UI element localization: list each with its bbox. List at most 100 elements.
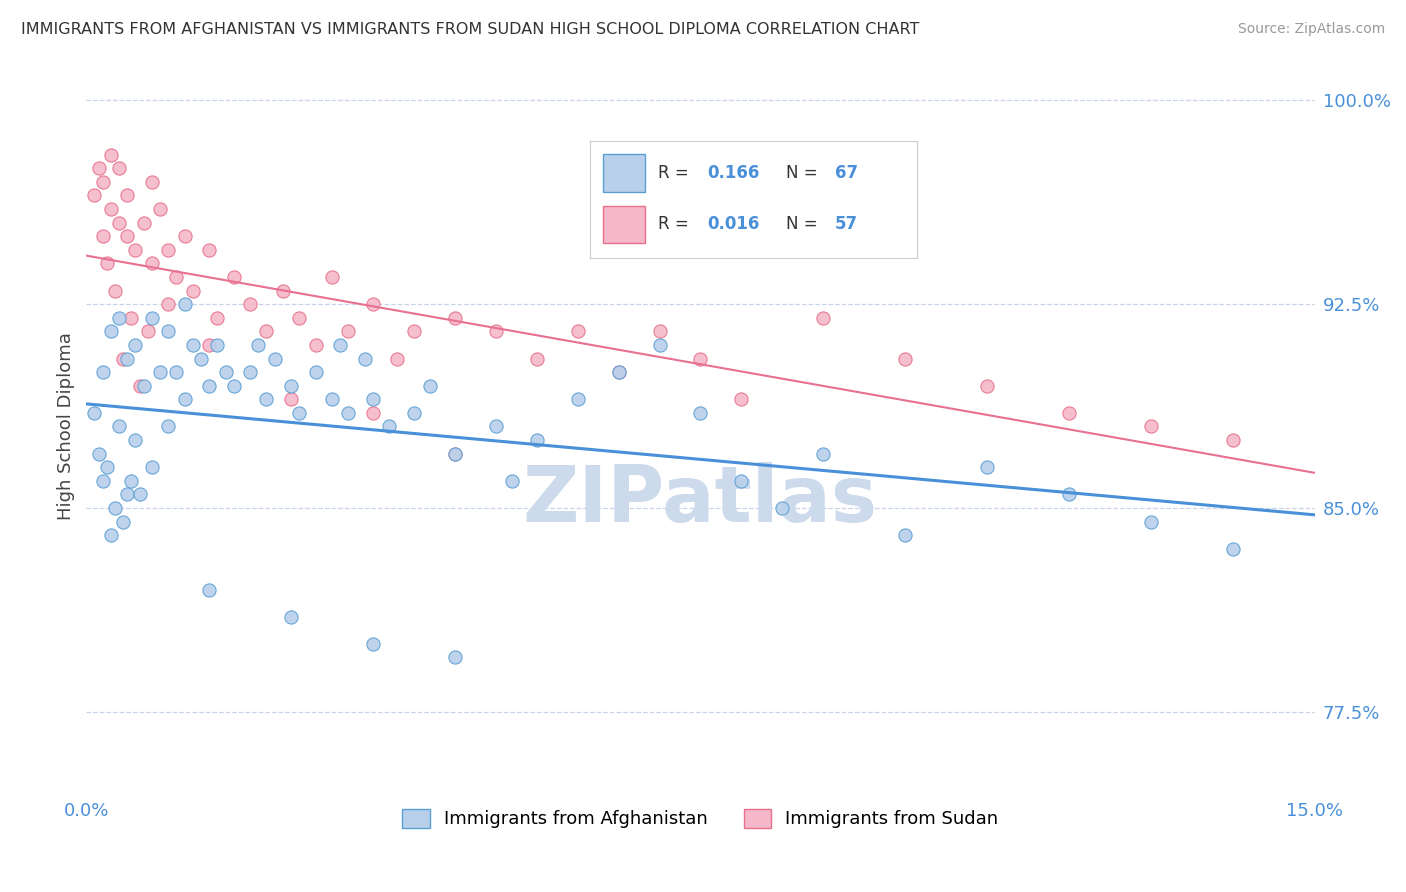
Point — [124, 243, 146, 257]
Point — [1057, 406, 1080, 420]
Point — [288, 310, 311, 325]
Point — [91, 175, 114, 189]
Text: ZIPatlas: ZIPatlas — [523, 462, 877, 538]
Point — [87, 161, 110, 176]
Text: R =: R = — [658, 164, 689, 182]
Point — [361, 637, 384, 651]
Point — [1057, 487, 1080, 501]
FancyBboxPatch shape — [603, 154, 645, 192]
Point — [402, 406, 425, 420]
Point — [115, 229, 138, 244]
Point — [443, 447, 465, 461]
Text: IMMIGRANTS FROM AFGHANISTAN VS IMMIGRANTS FROM SUDAN HIGH SCHOOL DIPLOMA CORRELA: IMMIGRANTS FROM AFGHANISTAN VS IMMIGRANT… — [21, 22, 920, 37]
Point — [256, 392, 278, 407]
Point — [288, 406, 311, 420]
Point — [132, 216, 155, 230]
Point — [321, 392, 343, 407]
Point — [108, 161, 131, 176]
Point — [689, 406, 711, 420]
Point — [115, 188, 138, 202]
Point — [247, 338, 270, 352]
Point — [115, 487, 138, 501]
Point — [321, 270, 343, 285]
Point — [526, 351, 548, 366]
Point — [361, 297, 384, 311]
Point — [239, 365, 262, 379]
Point — [271, 284, 294, 298]
Point — [181, 284, 204, 298]
Point — [104, 284, 127, 298]
Text: 0.166: 0.166 — [707, 164, 759, 182]
Point — [304, 365, 326, 379]
Point — [337, 406, 360, 420]
Point — [443, 310, 465, 325]
Point — [87, 447, 110, 461]
Point — [485, 419, 508, 434]
Point — [770, 501, 793, 516]
Point — [96, 460, 118, 475]
Point — [157, 297, 180, 311]
Point — [108, 310, 131, 325]
Point — [689, 351, 711, 366]
Point — [165, 365, 187, 379]
Point — [128, 487, 150, 501]
Point — [443, 447, 465, 461]
Point — [607, 365, 630, 379]
Point — [207, 338, 229, 352]
Text: 0.016: 0.016 — [707, 215, 759, 234]
Point — [304, 338, 326, 352]
Point — [443, 650, 465, 665]
Point — [353, 351, 375, 366]
Point — [198, 582, 221, 597]
Point — [104, 501, 127, 516]
Point — [91, 474, 114, 488]
Point — [198, 338, 221, 352]
Text: N =: N = — [786, 215, 817, 234]
Point — [263, 351, 285, 366]
Point — [120, 474, 142, 488]
Point — [214, 365, 236, 379]
Point — [83, 406, 105, 420]
Point — [976, 460, 998, 475]
Point — [1222, 541, 1244, 556]
Point — [120, 310, 142, 325]
Point — [280, 378, 302, 392]
Point — [100, 324, 122, 338]
Point — [648, 324, 671, 338]
Point — [100, 147, 122, 161]
Text: R =: R = — [658, 215, 689, 234]
Text: 57: 57 — [835, 215, 858, 234]
Point — [136, 324, 159, 338]
Point — [124, 433, 146, 447]
Y-axis label: High School Diploma: High School Diploma — [58, 333, 75, 520]
Point — [112, 351, 135, 366]
Point — [485, 324, 508, 338]
Point — [280, 392, 302, 407]
Point — [567, 392, 589, 407]
Point — [149, 202, 172, 216]
Point — [181, 338, 204, 352]
Point — [648, 338, 671, 352]
Point — [387, 351, 409, 366]
Point — [730, 392, 752, 407]
Point — [361, 392, 384, 407]
Point — [141, 460, 163, 475]
Point — [108, 419, 131, 434]
Point — [730, 474, 752, 488]
Point — [1140, 419, 1163, 434]
Point — [157, 419, 180, 434]
Point — [207, 310, 229, 325]
Point — [173, 229, 195, 244]
Point — [280, 609, 302, 624]
Point — [402, 324, 425, 338]
Point — [100, 528, 122, 542]
Point — [419, 378, 441, 392]
Point — [100, 202, 122, 216]
Point — [198, 378, 221, 392]
Point — [361, 406, 384, 420]
Point — [567, 324, 589, 338]
Point — [198, 243, 221, 257]
Point — [96, 256, 118, 270]
Point — [91, 229, 114, 244]
Point — [337, 324, 360, 338]
